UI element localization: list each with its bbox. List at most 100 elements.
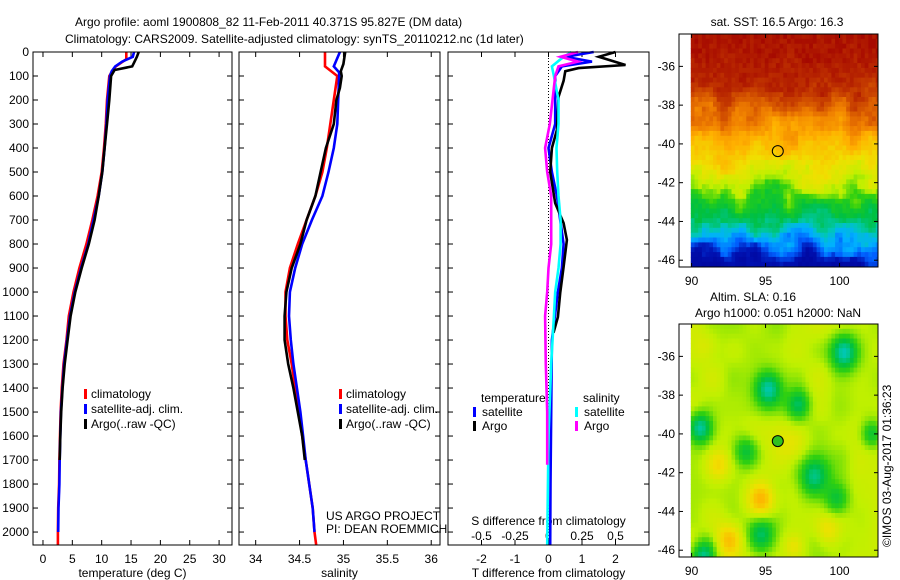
sla-cell <box>713 367 718 373</box>
sla-cell <box>838 348 843 354</box>
sst-cell <box>724 135 729 142</box>
sst-cell <box>816 218 821 224</box>
sla-cell <box>849 425 855 432</box>
sst-cell <box>705 218 710 224</box>
sst-cell <box>709 126 714 132</box>
sla-cell <box>720 420 725 427</box>
sla-cell <box>798 357 803 364</box>
sst-cell <box>809 232 814 238</box>
sla-cell <box>757 498 762 504</box>
sla-cell <box>824 493 829 499</box>
sst-cell <box>701 53 707 59</box>
sst-cell <box>779 126 784 132</box>
sst-cell <box>713 247 718 253</box>
sla-cell <box>779 551 784 558</box>
sla-cell <box>731 357 736 364</box>
sla-cell <box>846 488 851 495</box>
sla-cell <box>820 338 825 344</box>
sla-cell <box>757 411 762 417</box>
x-tick-label: 0 <box>545 552 552 566</box>
sst-cell <box>713 77 718 83</box>
sst-cell <box>783 227 788 234</box>
sst-cell <box>820 256 825 263</box>
sla-cell <box>790 474 795 480</box>
sst-cell <box>794 145 799 151</box>
sla-cell <box>705 488 710 495</box>
sst-cell <box>868 223 873 229</box>
sst-cell <box>713 106 718 112</box>
sst-cell <box>846 53 851 59</box>
sla-cell <box>735 508 740 514</box>
sla-cell <box>831 343 836 349</box>
sla-cell <box>805 367 810 373</box>
sla-cell <box>816 517 821 524</box>
sst-cell <box>690 38 695 45</box>
sst-cell <box>842 237 847 243</box>
sla-cell <box>801 367 806 373</box>
sst-cell <box>690 223 695 229</box>
sla-cell <box>716 411 721 417</box>
sla-cell <box>824 546 829 553</box>
sla-cell <box>690 469 695 475</box>
sst-cell <box>868 203 873 209</box>
sst-cell <box>724 189 729 195</box>
sst-cell <box>727 97 732 103</box>
sla-cell <box>842 508 847 514</box>
sla-cell <box>857 362 862 369</box>
sla-cell <box>761 551 766 558</box>
sla-cell <box>779 542 784 548</box>
sla-cell <box>783 459 788 465</box>
sst-cell <box>868 92 873 98</box>
sla-cell <box>764 328 769 335</box>
sst-cell <box>816 247 821 253</box>
sla-cell <box>816 537 821 543</box>
sst-cell <box>768 261 773 268</box>
sla-cell <box>779 493 784 499</box>
sst-cell <box>713 237 718 243</box>
sst-cell <box>798 179 803 185</box>
sla-cell <box>772 508 777 514</box>
sla-cell <box>735 532 740 538</box>
sst-cell <box>820 184 825 190</box>
sla-cell <box>761 450 766 456</box>
sst-cell <box>849 242 855 248</box>
sst-cell <box>831 223 836 229</box>
sla-cell <box>820 445 825 451</box>
sst-cell <box>790 208 795 214</box>
sla-cell <box>757 454 762 461</box>
sst-cell <box>838 82 843 88</box>
sla-cell <box>753 357 758 364</box>
sla-cell <box>849 532 855 538</box>
sst-cell <box>727 227 732 234</box>
sst-cell <box>701 247 707 253</box>
sst-cell <box>838 174 843 180</box>
sst-cell <box>761 116 766 122</box>
sst-cell <box>857 126 862 132</box>
sst-cell <box>824 101 829 108</box>
sla-cell <box>783 532 788 538</box>
sla-cell <box>698 328 703 335</box>
sla-cell <box>779 517 784 524</box>
sst-cell <box>868 256 873 263</box>
sst-cell <box>827 106 832 112</box>
sst-cell <box>809 77 814 83</box>
sla-cell <box>716 464 721 470</box>
sst-cell <box>709 213 714 219</box>
sla-cell <box>701 537 707 543</box>
sst-cell <box>824 135 829 142</box>
sla-cell <box>713 469 718 475</box>
sla-cell <box>787 406 792 412</box>
sst-cell <box>824 227 829 234</box>
y-tick-label: 300 <box>9 117 29 131</box>
sla-cell <box>805 450 810 456</box>
sla-cell <box>716 435 721 441</box>
sla-cell <box>768 445 773 451</box>
sst-cell <box>805 58 810 64</box>
sla-cell <box>798 474 803 480</box>
sst-cell <box>761 135 766 142</box>
sla-cell <box>720 479 725 485</box>
sla-cell <box>809 537 814 543</box>
sla-cell <box>772 357 777 364</box>
sla-cell <box>772 411 777 417</box>
sst-cell <box>812 77 818 83</box>
